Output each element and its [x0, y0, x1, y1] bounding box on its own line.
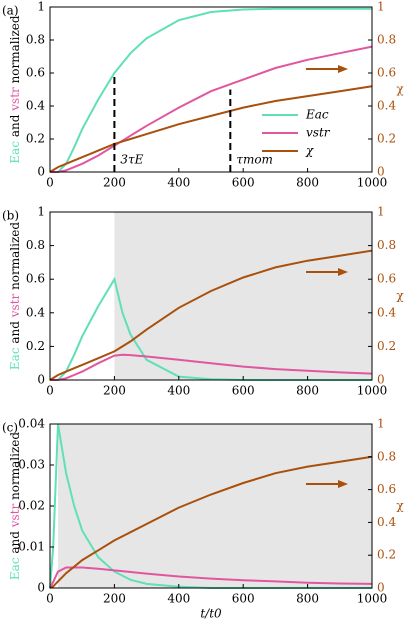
y2-tick-label: 0.8 — [377, 33, 396, 47]
x-axis-label: t/t0 — [200, 607, 222, 621]
y-axis-label: Eac and vstr normalized — [8, 222, 22, 370]
y2-tick-label: 0.6 — [377, 272, 396, 286]
legend-label: χ — [305, 144, 314, 158]
arrow-head — [338, 480, 348, 488]
x-tick-label: 600 — [232, 176, 255, 190]
y-tick-label: 0.4 — [26, 99, 45, 113]
y-tick-label: 0.8 — [26, 33, 45, 47]
y2-tick-label: 0.2 — [377, 548, 396, 562]
y-label-part: normalized — [8, 432, 22, 504]
x-tick-label: 800 — [296, 384, 319, 398]
y2-tick-label: 0.8 — [377, 449, 396, 463]
x-tick-label: 200 — [103, 592, 126, 606]
x-tick-label: 200 — [103, 176, 126, 190]
annotation-label: 3τE — [120, 153, 143, 167]
series-line — [49, 85, 373, 173]
panel-label: (b) — [2, 209, 19, 223]
arrow-head — [338, 65, 348, 73]
x-tick-label: 400 — [167, 592, 190, 606]
y2-tick-label: 0 — [377, 581, 385, 595]
y-label-part: Eac — [8, 141, 22, 164]
legend-label: Eac — [305, 108, 329, 122]
x-tick-label: 0 — [46, 592, 54, 606]
y-label-part: and — [8, 111, 22, 141]
y-label-part: and — [8, 317, 22, 347]
y2-tick-label: 1 — [377, 417, 385, 431]
x-tick-label: 400 — [167, 384, 190, 398]
y2-tick-label: 0.4 — [377, 305, 396, 319]
y2-tick-label: 0.6 — [377, 66, 396, 80]
y2-tick-label: 0 — [377, 373, 385, 387]
y-label-part: vstr — [8, 503, 22, 528]
y2-axis-label: χ — [396, 82, 404, 96]
y-tick-label: 0.02 — [18, 499, 45, 513]
y2-tick-label: 0.4 — [377, 515, 396, 529]
series-line — [49, 455, 373, 589]
y-tick-label: 0.2 — [26, 339, 45, 353]
series-line — [50, 353, 373, 381]
x-tick-label: 400 — [167, 176, 190, 190]
y-tick-label: 0.2 — [26, 132, 45, 146]
y2-tick-label: 0.8 — [377, 238, 396, 252]
y-tick-label: 0.6 — [26, 272, 45, 286]
y-axis-label: Eac and vstr normalized — [8, 432, 22, 580]
x-tick-label: 600 — [232, 592, 255, 606]
x-tick-label: 600 — [232, 384, 255, 398]
x-tick-label: 0 — [46, 384, 54, 398]
y-tick-label: 1 — [37, 0, 45, 14]
panel-label: (a) — [2, 4, 19, 18]
x-tick-label: 800 — [296, 176, 319, 190]
y2-tick-label: 0.2 — [377, 132, 396, 146]
series-line — [50, 45, 373, 173]
x-tick-label: 1000 — [357, 176, 388, 190]
x-tick-label: 0 — [46, 176, 54, 190]
y2-tick-label: 1 — [377, 0, 385, 14]
y-tick-label: 0 — [37, 581, 45, 595]
y-tick-label: 0 — [37, 373, 45, 387]
x-tick-label: 800 — [296, 592, 319, 606]
y-tick-label: 0.6 — [26, 66, 45, 80]
y-tick-label: 0.8 — [26, 238, 45, 252]
y-label-part: normalized — [8, 15, 22, 87]
y2-axis-label: χ — [396, 499, 404, 513]
series-line — [49, 566, 373, 589]
legend-label: vstr — [306, 126, 331, 140]
y-tick-label: 0.4 — [26, 305, 45, 319]
panel-label: (c) — [2, 421, 18, 435]
y-label-part: vstr — [8, 87, 22, 112]
annotation-label: τmom — [236, 153, 273, 167]
series-line — [50, 7, 372, 173]
x-tick-label: 200 — [103, 384, 126, 398]
y-tick-label: 0 — [37, 165, 45, 179]
y-tick-label: 1 — [37, 205, 45, 219]
y-tick-label: 0.04 — [18, 417, 45, 431]
y2-tick-label: 1 — [377, 205, 385, 219]
y-label-part: and — [8, 527, 22, 557]
shaded-region — [58, 424, 373, 588]
y2-tick-label: 0.4 — [377, 99, 396, 113]
y-axis-label: Eac and vstr normalized — [8, 15, 22, 163]
plot-frame — [49, 6, 373, 173]
y-tick-label: 0.01 — [18, 540, 45, 554]
y2-tick-label: 0.2 — [377, 339, 396, 353]
plot-frame — [49, 211, 373, 381]
x-tick-label: 1000 — [357, 384, 388, 398]
y-label-part: Eac — [8, 557, 22, 580]
y-tick-label: 0.03 — [18, 458, 45, 472]
y2-tick-label: 0.6 — [377, 482, 396, 496]
arrow-head — [338, 268, 348, 276]
y2-axis-label: χ — [396, 289, 404, 303]
y2-tick-label: 0 — [377, 165, 385, 179]
y-label-part: vstr — [8, 293, 22, 318]
y-label-part: Eac — [8, 347, 22, 370]
x-tick-label: 1000 — [357, 592, 388, 606]
series-line — [49, 249, 373, 381]
shaded-region — [114, 212, 373, 380]
y-label-part: normalized — [8, 222, 22, 294]
